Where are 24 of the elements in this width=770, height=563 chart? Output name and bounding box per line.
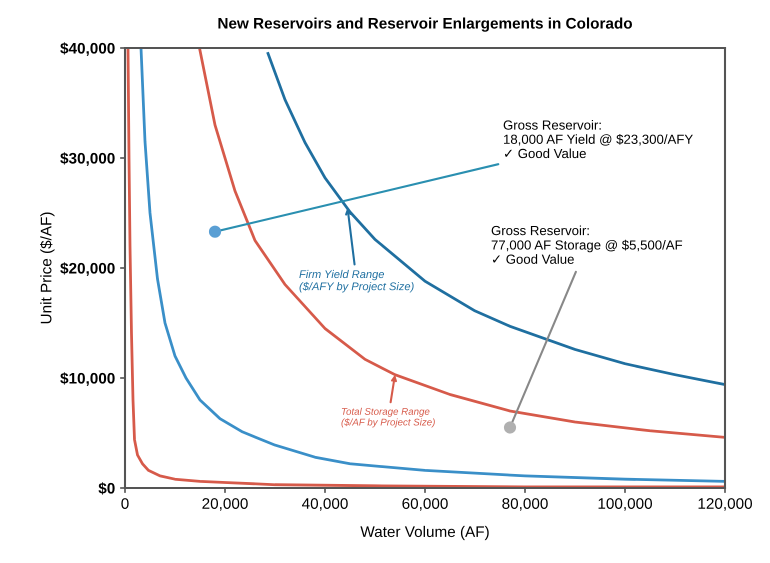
y-tick-label: $40,000 xyxy=(60,42,115,56)
annotation: Firm Yield Range ($/AFY by Project Size) xyxy=(299,270,414,292)
x-tick-label: 0 xyxy=(121,498,129,509)
y-axis-title: Unit Price ($/AF) xyxy=(40,212,54,324)
annotation: Total Storage Range ($/AF by Project Size) xyxy=(341,408,435,428)
annotation: Gross Reservoir: 18,000 AF Yield @ $23,300/AFY ✓ Good Value xyxy=(504,120,693,158)
x-tick-label: 20,000 xyxy=(202,498,248,511)
x-tick-label: 40,000 xyxy=(302,498,348,511)
x-tick-label: 60,000 xyxy=(402,498,448,511)
x-tick-label: 100,000 xyxy=(598,498,652,511)
line-series xyxy=(198,48,725,439)
line-series xyxy=(266,52,725,386)
y-tick-label: $10,000 xyxy=(60,372,115,386)
y-tick-label: $30,000 xyxy=(60,152,115,166)
annotation: Gross Reservoir: 77,000 AF Storage @ $5,500/AF ✓ Good Value xyxy=(492,226,682,264)
point xyxy=(504,421,516,434)
x-tick-label: 120,000 xyxy=(698,498,752,511)
y-tick-label: $20,000 xyxy=(60,262,115,276)
x-tick-label: 80,000 xyxy=(502,498,548,511)
chart-title: New Reservoirs and Reservoir Enlargements in Colorado xyxy=(218,17,632,32)
x-axis-title: Water Volume (AF) xyxy=(360,526,489,540)
point xyxy=(345,208,352,216)
y-tick-label: $0 xyxy=(98,482,115,495)
point xyxy=(208,226,222,238)
